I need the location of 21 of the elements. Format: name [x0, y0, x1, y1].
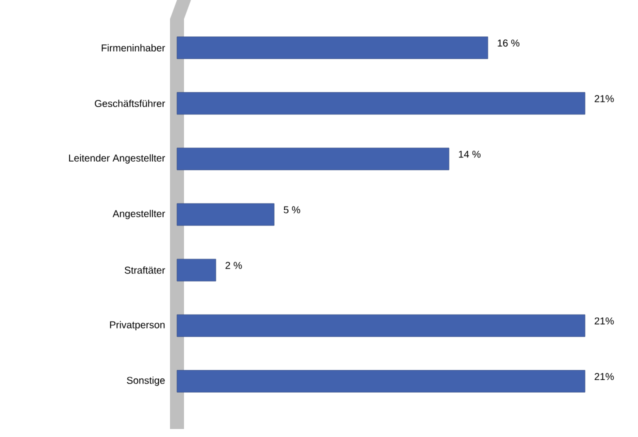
data-label: 21% [594, 95, 614, 102]
data-label: 16 % [498, 40, 520, 47]
y-tick-label: Geschäftsführer [94, 100, 166, 108]
data-label: 2 % [226, 262, 242, 269]
data-label: 21% [594, 317, 614, 324]
data-label: 21% [594, 373, 614, 380]
bar [176, 258, 216, 282]
y-tick-label: Privatperson [110, 321, 165, 330]
bar [176, 92, 586, 115]
bar [176, 203, 274, 226]
data-label: 5 % [284, 206, 300, 214]
bar [176, 148, 450, 170]
y-tick-label: Straftäter [124, 266, 166, 274]
bar [176, 370, 586, 392]
y-tick-label: Angestellter [112, 210, 166, 220]
data-label: 14 % [458, 150, 481, 158]
y-tick-label: Leitender Angestellter [69, 154, 166, 164]
bar [176, 314, 586, 337]
y-tick-label: Sonstige [126, 376, 165, 386]
bar [176, 36, 488, 59]
y-tick-label: Firmeninhaber [102, 44, 166, 52]
